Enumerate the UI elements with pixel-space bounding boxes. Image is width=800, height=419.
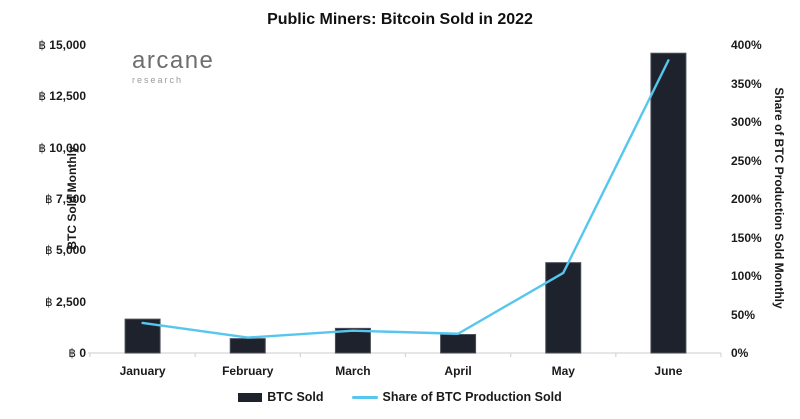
right-axis-tick-label: 400% [731, 38, 762, 52]
x-axis-label-march: March [335, 364, 371, 378]
left-axis-tick-label: ฿ 15,000 [38, 38, 86, 52]
production-share-line [141, 59, 670, 339]
bar-swatch-icon [238, 392, 263, 402]
x-axis-label-may: May [551, 364, 575, 378]
right-axis-tick-label: 200% [731, 192, 762, 206]
left-axis-tick-label: ฿ 10,000 [38, 140, 86, 155]
right-axis-tick-label: 0% [731, 346, 749, 360]
arcane-logo: arcane research [132, 49, 214, 85]
right-axis-tick-label: 100% [731, 269, 762, 283]
left-axis-tick-label: ฿ 5,000 [45, 243, 86, 258]
arcane-logo-subtitle: research [132, 75, 184, 85]
left-axis-tick-label: ฿ 12,500 [38, 89, 86, 104]
chart-title: Public Miners: Bitcoin Sold in 2022 [267, 11, 533, 28]
x-axis-label-april: April [444, 364, 472, 378]
right-axis-tick-label: 50% [731, 307, 756, 322]
x-axis-label-june: June [654, 364, 683, 378]
btc-sold-bar-june [650, 52, 687, 354]
x-axis-label-january: January [119, 364, 166, 378]
arcane-logo-name: arcane [132, 47, 215, 74]
btc-sold-bar-february [229, 338, 266, 354]
legend-label-btc-sold: BTC Sold [267, 390, 324, 404]
right-axis-tick-label: 350% [731, 76, 762, 91]
btc-sold-bar-april [440, 334, 477, 354]
legend-item-btc-sold: BTC Sold [238, 390, 324, 404]
left-axis-tick-label: ฿ 2,500 [45, 294, 86, 309]
legend-label-production-share: Share of BTC Production Sold [382, 390, 562, 404]
legend-item-production-share: Share of BTC Production Sold [351, 390, 562, 404]
left-axis-tick-label: ฿ 0 [68, 346, 86, 360]
right-axis-tick-label: 300% [731, 115, 762, 129]
btc-sold-bar-may [545, 262, 582, 354]
right-axis-tick-label: 250% [731, 153, 762, 168]
x-axis-label-february: February [222, 364, 274, 378]
legend: BTC Sold Share of BTC Production Sold [0, 390, 800, 404]
line-swatch-icon [351, 395, 378, 399]
btc-sold-bar-march [334, 327, 371, 354]
right-axis-tick-label: 150% [731, 230, 762, 245]
left-axis-tick-label: ฿ 7,500 [45, 192, 86, 206]
